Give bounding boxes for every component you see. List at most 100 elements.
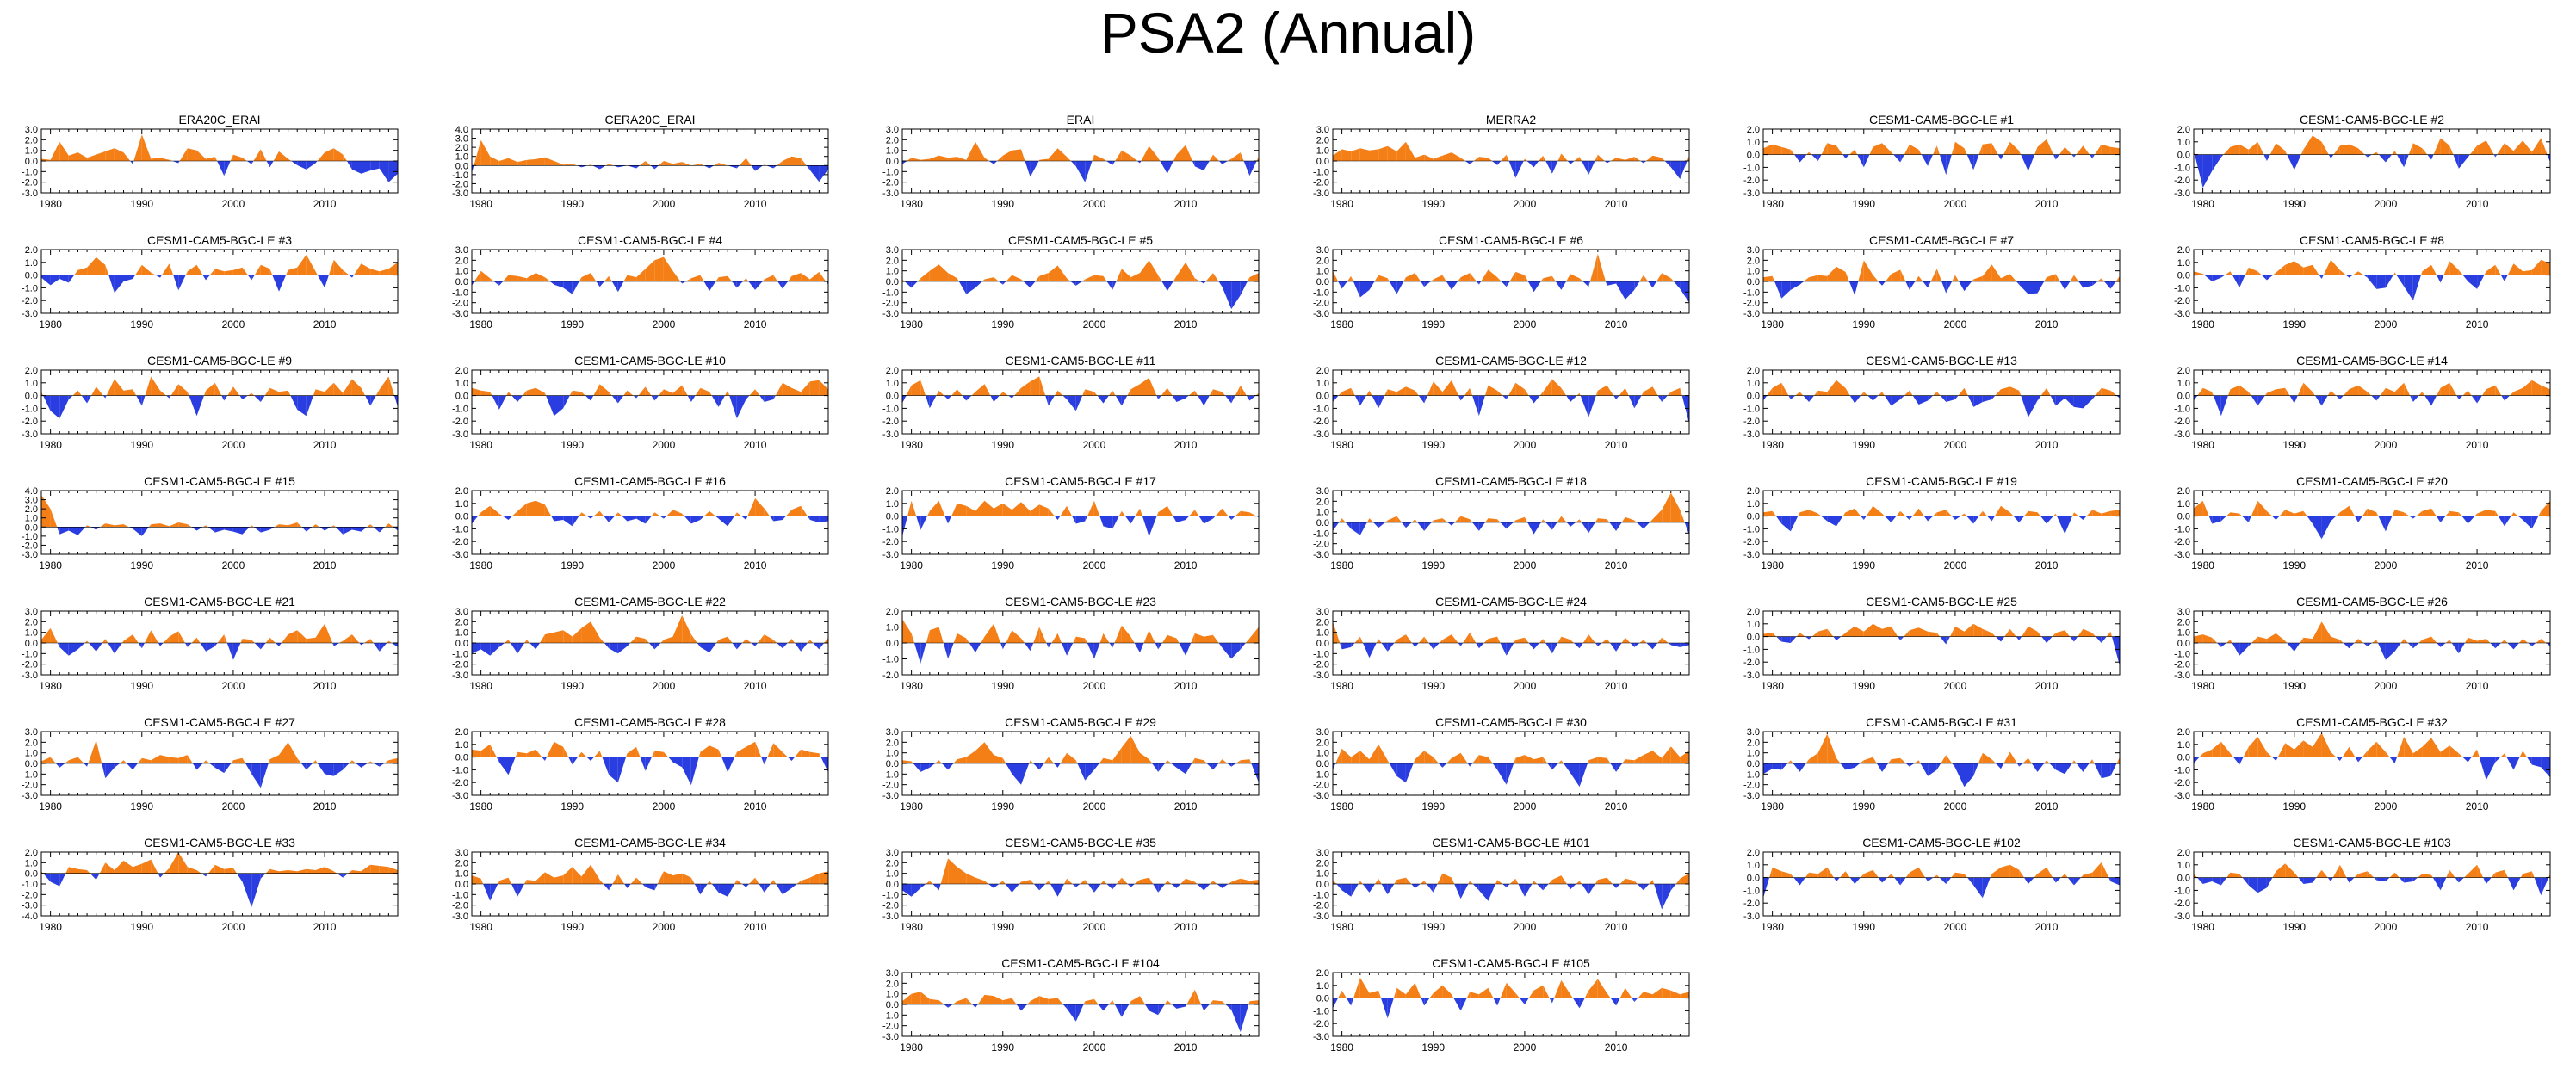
- positive-anomaly-area: [1191, 633, 1195, 643]
- negative-anomaly-area: [50, 275, 60, 286]
- negative-anomaly-area: [1359, 395, 1366, 406]
- x-tick-label: 1990: [560, 198, 584, 210]
- negative-anomaly-area: [2055, 395, 2065, 406]
- positive-anomaly-area: [1589, 253, 1598, 281]
- negative-anomaly-area: [1882, 281, 1886, 286]
- negative-anomaly-area: [1008, 395, 1012, 399]
- x-tick-label: 2000: [1083, 439, 1106, 451]
- positive-anomaly-area: [1551, 275, 1556, 281]
- positive-anomaly-area: [367, 524, 371, 528]
- positive-anomaly-area: [2070, 275, 2074, 281]
- positive-anomaly-area: [2276, 143, 2286, 155]
- negative-anomaly-area: [975, 643, 981, 653]
- positive-anomaly-area: [1610, 158, 1617, 161]
- negative-anomaly-area: [2266, 275, 2273, 281]
- negative-anomaly-area: [221, 395, 225, 401]
- positive-anomaly-area: [1114, 625, 1122, 643]
- positive-anomaly-area: [84, 640, 88, 643]
- negative-anomaly-area: [2412, 516, 2417, 519]
- negative-anomaly-area: [1477, 281, 1479, 285]
- y-tick-label: 0.0: [1747, 151, 1760, 161]
- negative-anomaly-area: [68, 275, 75, 283]
- positive-anomaly-area: [333, 259, 344, 275]
- positive-anomaly-area: [490, 278, 494, 281]
- positive-anomaly-area: [2092, 633, 2096, 637]
- negative-anomaly-area: [1652, 281, 1657, 288]
- negative-anomaly-area: [1842, 154, 1846, 158]
- negative-anomaly-area: [1172, 395, 1177, 402]
- positive-anomaly-area: [659, 389, 664, 396]
- x-tick-label: 2010: [744, 680, 767, 692]
- y-tick-label: 2.0: [1316, 256, 1329, 266]
- positive-anomaly-area: [709, 510, 716, 516]
- positive-anomaly-area: [2047, 387, 2051, 396]
- negative-anomaly-area: [68, 527, 78, 535]
- positive-anomaly-area: [1396, 141, 1406, 161]
- negative-anomaly-area: [1464, 161, 1471, 164]
- negative-anomaly-area: [1075, 516, 1086, 524]
- negative-anomaly-area: [317, 275, 325, 288]
- positive-anomaly-area: [503, 275, 509, 281]
- x-tick-label: 2000: [222, 318, 245, 331]
- negative-anomaly-area: [1670, 643, 1681, 647]
- y-tick-label: -2.0: [1743, 417, 1760, 427]
- negative-anomaly-area: [1995, 636, 2001, 642]
- positive-anomaly-area: [1595, 518, 1598, 522]
- negative-anomaly-area: [2232, 643, 2240, 656]
- positive-anomaly-area: [1415, 390, 1419, 396]
- negative-anomaly-area: [89, 643, 96, 652]
- positive-anomaly-area: [2418, 640, 2423, 643]
- panel-title: CESM1-CAM5-BGC-LE #26: [2296, 595, 2448, 609]
- positive-anomaly-area: [1588, 634, 1595, 643]
- negative-anomaly-area: [622, 516, 628, 522]
- negative-anomaly-area: [2319, 275, 2322, 279]
- negative-anomaly-area: [2213, 395, 2221, 417]
- positive-anomaly-area: [1904, 630, 1910, 637]
- positive-anomaly-area: [2034, 146, 2038, 155]
- x-tick-label: 1990: [1852, 198, 1875, 210]
- plot-frame: [2193, 249, 2551, 314]
- positive-anomaly-area: [2481, 389, 2486, 396]
- panel-title: CESM1-CAM5-BGC-LE #16: [574, 474, 726, 488]
- positive-anomaly-area: [1863, 623, 1873, 637]
- negative-anomaly-area: [1433, 643, 1440, 650]
- positive-anomaly-area: [191, 637, 197, 643]
- positive-anomaly-area: [807, 640, 810, 643]
- y-tick-label: -1.0: [2174, 524, 2190, 534]
- positive-anomaly-area: [734, 512, 737, 516]
- positive-anomaly-area: [2285, 151, 2288, 155]
- x-tick-label: 1980: [900, 198, 923, 210]
- positive-anomaly-area: [2303, 637, 2313, 643]
- positive-anomaly-area: [1951, 141, 1955, 155]
- positive-anomaly-area: [2349, 385, 2359, 396]
- positive-anomaly-area: [539, 634, 545, 643]
- positive-anomaly-area: [1021, 638, 1025, 643]
- positive-anomaly-area: [2065, 630, 2071, 637]
- negative-anomaly-area: [1106, 161, 1113, 165]
- negative-anomaly-area: [2057, 516, 2065, 534]
- negative-anomaly-area: [2394, 643, 2401, 652]
- positive-anomaly-area: [281, 634, 288, 643]
- negative-anomaly-area: [379, 643, 387, 652]
- panel-title: CESM1-CAM5-BGC-LE #24: [1435, 595, 1587, 609]
- positive-anomaly-area: [1597, 518, 1607, 522]
- negative-anomaly-area: [1788, 395, 1791, 399]
- y-tick-label: -3.0: [452, 550, 468, 560]
- negative-anomaly-area: [736, 165, 740, 169]
- negative-anomaly-area: [1607, 281, 1617, 286]
- negative-anomaly-area: [1506, 643, 1514, 656]
- negative-anomaly-area: [510, 643, 518, 654]
- negative-anomaly-area: [1781, 516, 1791, 532]
- positive-anomaly-area: [224, 269, 233, 275]
- negative-anomaly-area: [2065, 395, 2074, 407]
- positive-anomaly-area: [569, 390, 573, 396]
- negative-anomaly-area: [2456, 395, 2459, 399]
- negative-anomaly-area: [306, 161, 316, 170]
- negative-anomaly-area: [536, 643, 540, 650]
- negative-anomaly-area: [2431, 395, 2437, 406]
- positive-anomaly-area: [1625, 157, 1635, 161]
- positive-anomaly-area: [1634, 520, 1637, 522]
- positive-anomaly-area: [1121, 150, 1131, 161]
- positive-anomaly-area: [1561, 153, 1568, 161]
- negative-anomaly-area: [1648, 281, 1653, 288]
